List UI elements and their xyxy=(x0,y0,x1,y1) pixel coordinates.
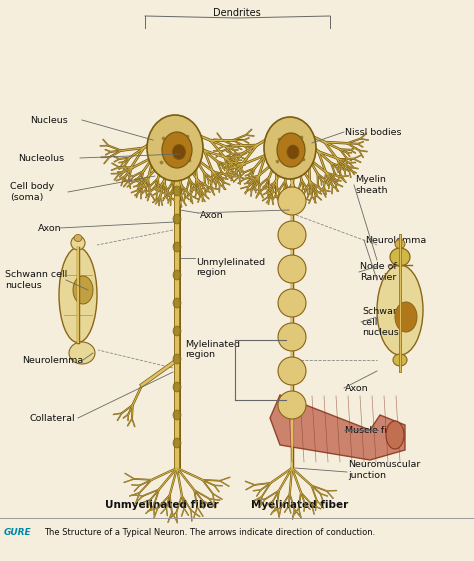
Ellipse shape xyxy=(278,357,306,385)
Text: Neurolemma: Neurolemma xyxy=(22,356,83,365)
Text: Axon: Axon xyxy=(345,384,369,393)
Ellipse shape xyxy=(173,298,181,308)
Ellipse shape xyxy=(173,145,185,159)
Ellipse shape xyxy=(390,248,410,266)
Text: Myelinated fiber: Myelinated fiber xyxy=(251,500,348,510)
Ellipse shape xyxy=(173,382,181,392)
Ellipse shape xyxy=(393,354,407,366)
Text: Node of
Ranvier: Node of Ranvier xyxy=(360,263,397,282)
Ellipse shape xyxy=(173,242,181,252)
Ellipse shape xyxy=(264,117,316,179)
Ellipse shape xyxy=(278,187,306,215)
Text: Mylelinated
region: Mylelinated region xyxy=(185,340,240,360)
Text: Nissl bodies: Nissl bodies xyxy=(345,127,401,136)
Ellipse shape xyxy=(278,323,306,351)
Text: Axon: Axon xyxy=(200,210,224,219)
Ellipse shape xyxy=(147,115,203,181)
Ellipse shape xyxy=(278,289,306,317)
Polygon shape xyxy=(270,395,405,460)
Text: GURE: GURE xyxy=(4,528,32,537)
Text: Unmylelinated
region: Unmylelinated region xyxy=(196,258,265,277)
Ellipse shape xyxy=(162,132,192,168)
Text: The Structure of a Typical Neuron. The arrows indicate direction of conduction.: The Structure of a Typical Neuron. The a… xyxy=(44,528,375,537)
Text: Neuromuscular
junction: Neuromuscular junction xyxy=(348,460,420,480)
Ellipse shape xyxy=(173,186,181,196)
Ellipse shape xyxy=(74,234,82,241)
Ellipse shape xyxy=(173,214,181,224)
Ellipse shape xyxy=(173,326,181,336)
Ellipse shape xyxy=(278,391,306,419)
Text: Schwann
cell
nucleus: Schwann cell nucleus xyxy=(362,307,405,337)
Ellipse shape xyxy=(73,276,93,304)
Ellipse shape xyxy=(69,342,95,364)
Ellipse shape xyxy=(395,240,405,249)
Text: Dendrites: Dendrites xyxy=(213,8,261,18)
Ellipse shape xyxy=(173,270,181,280)
Text: Unmyelinated fiber: Unmyelinated fiber xyxy=(105,500,219,510)
Ellipse shape xyxy=(278,255,306,283)
Ellipse shape xyxy=(71,236,85,250)
Ellipse shape xyxy=(386,421,404,449)
Text: Myelin
sheath: Myelin sheath xyxy=(355,175,388,195)
Ellipse shape xyxy=(278,221,306,249)
Text: Nucleus: Nucleus xyxy=(30,116,68,125)
Ellipse shape xyxy=(277,133,305,167)
Text: Cell body
(soma): Cell body (soma) xyxy=(10,182,54,202)
Ellipse shape xyxy=(173,410,181,420)
Ellipse shape xyxy=(173,438,181,448)
Ellipse shape xyxy=(377,265,423,355)
Text: Neurolemma: Neurolemma xyxy=(365,236,426,245)
Ellipse shape xyxy=(173,354,181,364)
Ellipse shape xyxy=(287,145,299,159)
Text: Schwann cell
nucleus: Schwann cell nucleus xyxy=(5,270,67,289)
Text: Axon: Axon xyxy=(38,223,62,232)
Text: Nucleolus: Nucleolus xyxy=(18,154,64,163)
Ellipse shape xyxy=(395,302,417,332)
Text: Collateral: Collateral xyxy=(30,413,76,422)
Ellipse shape xyxy=(59,247,97,343)
Text: Muscle fiber: Muscle fiber xyxy=(345,425,403,435)
